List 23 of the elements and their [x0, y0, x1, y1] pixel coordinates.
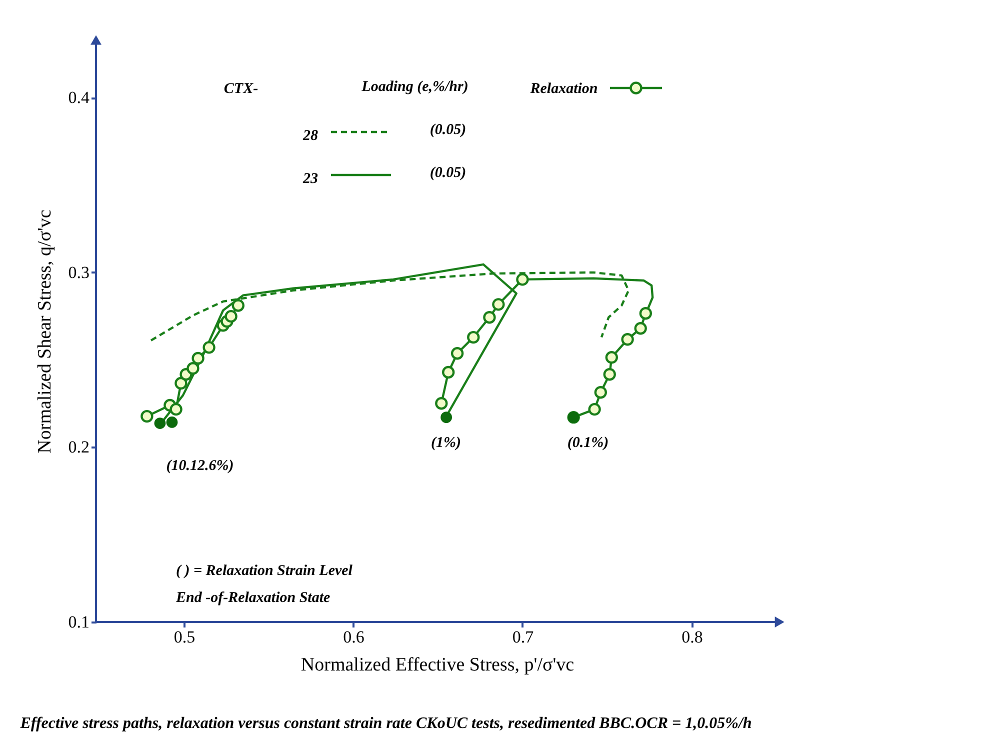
x-tick-label: 0.8: [682, 628, 703, 646]
x-axis-title: Normalized Effective Stress, p'/σ'vc: [300, 654, 574, 676]
x-tick-label: 0.7: [512, 628, 534, 646]
annotation: (1%): [431, 435, 461, 451]
x-tick-label: 0.5: [174, 628, 196, 646]
annotation: Loading (e,%/hr): [360, 79, 468, 95]
y-tick-label: 0.2: [68, 438, 90, 457]
legend-title: CTX-: [224, 81, 258, 97]
legend-label: 28: [302, 128, 318, 144]
annotation: (0.05): [430, 122, 466, 138]
annotation: End -of-Relaxation State: [175, 590, 331, 606]
y-tick-label: 0.3: [68, 262, 90, 282]
y-axis-title: Normalized Shear Stress, q/σ'vc: [34, 210, 56, 454]
y-tick-label: 0.4: [68, 88, 90, 108]
annotation: ( ) = Relaxation Strain Level: [176, 563, 354, 579]
x-tick-label: 0.6: [343, 628, 364, 646]
annotation: (0.1%): [567, 435, 609, 451]
y-tick-label: 0.1: [68, 612, 90, 632]
legend-label: 23: [302, 171, 318, 187]
annotation: (10.12.6%): [166, 458, 234, 474]
annotation: (0.05): [430, 165, 466, 181]
legend-label: Relaxation: [529, 81, 598, 97]
text: Effective stress paths, relaxation versus constant strain rate CKoUC tests, resedimented BBC.OCR = 1,0.05%/h: [19, 715, 752, 732]
